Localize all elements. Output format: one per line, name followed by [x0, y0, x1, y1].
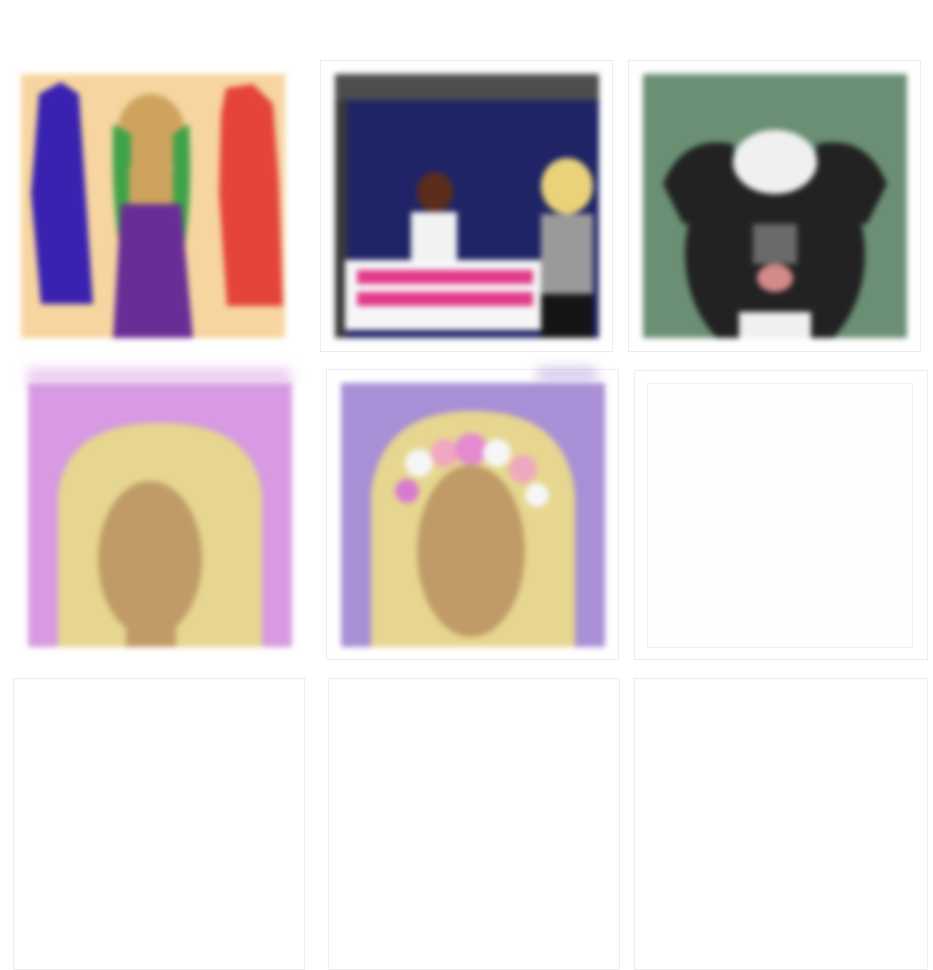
- thumbnail-dog-portrait: [643, 74, 907, 338]
- gallery-tile-2[interactable]: [320, 60, 613, 352]
- gallery-tile-7[interactable]: [13, 678, 305, 970]
- gallery-tile-8[interactable]: [328, 678, 620, 970]
- gallery-tile-1[interactable]: [6, 60, 304, 350]
- thumbnail-placeholder: [647, 383, 913, 648]
- thumbnail-classroom-scene: [335, 74, 599, 338]
- gallery-tile-9[interactable]: [634, 678, 928, 970]
- gallery-tile-5[interactable]: [326, 369, 619, 660]
- thumbnail-flower-crown-avatar: [341, 383, 605, 647]
- gallery-tile-6[interactable]: [634, 370, 928, 660]
- gallery-tile-3[interactable]: [628, 60, 921, 352]
- thumbnail-blonde-avatar-pink: [28, 383, 292, 647]
- gallery-tile-4[interactable]: [12, 368, 304, 660]
- thumbnail-doll-purple-gown: [21, 74, 285, 338]
